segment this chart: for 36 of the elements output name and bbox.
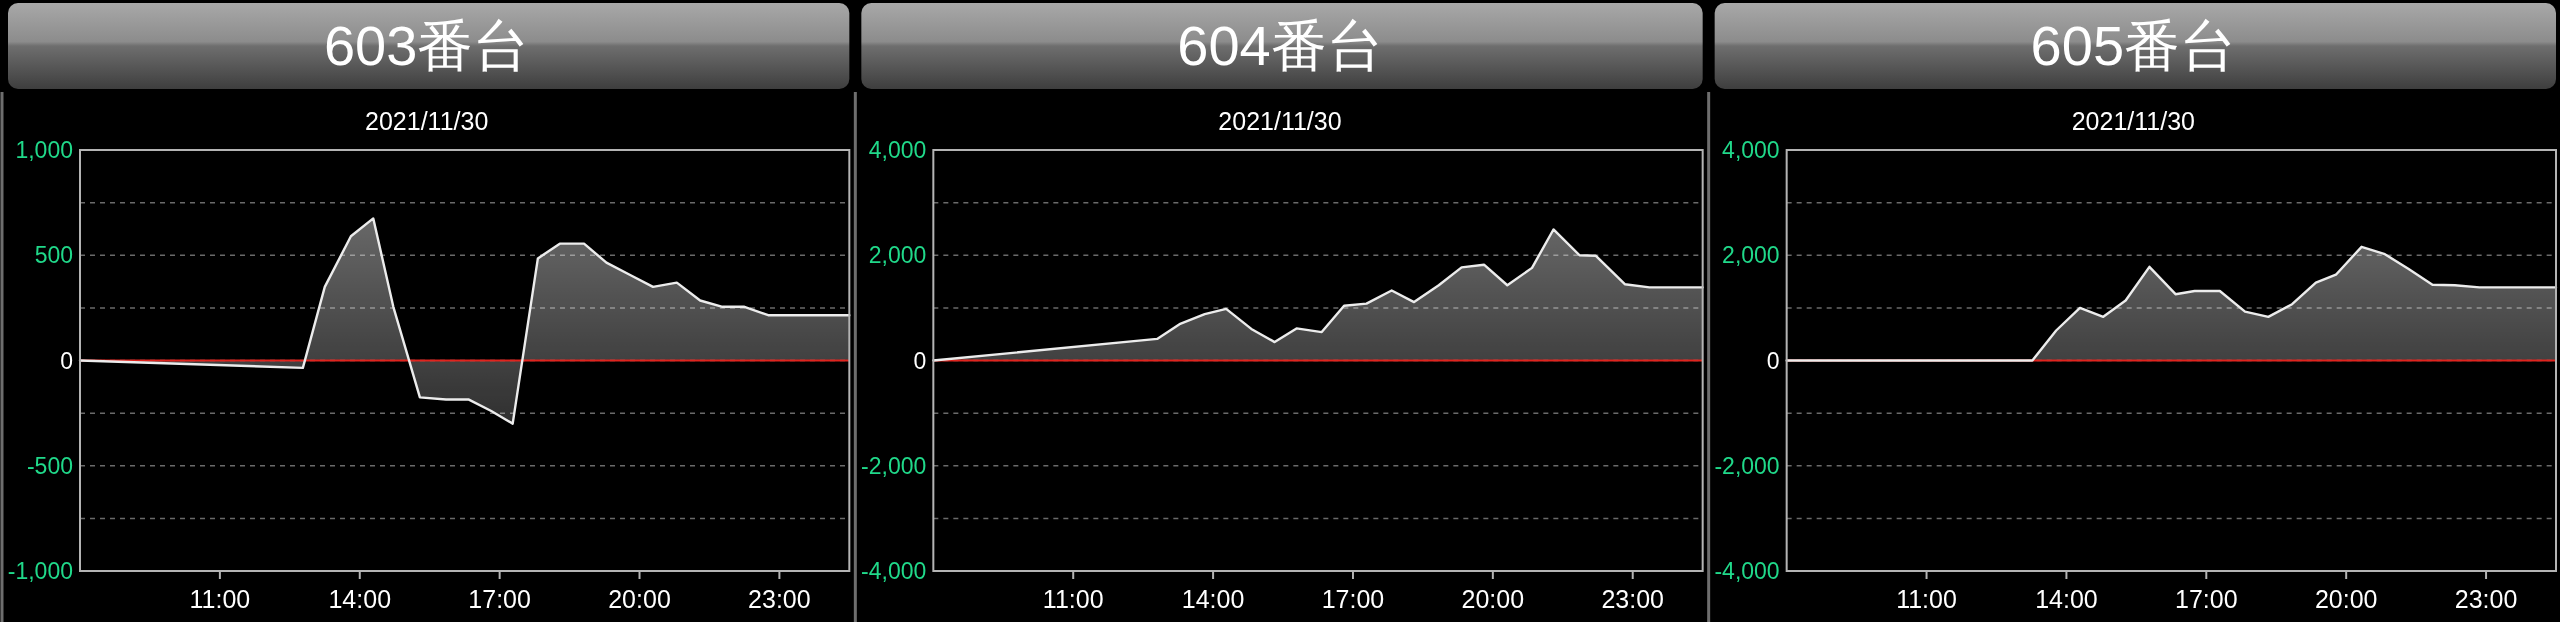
x-tick-label: 14:00 (2035, 585, 2098, 613)
x-tick-label: 20:00 (608, 585, 671, 613)
chart-title: 604番台 (1177, 14, 1383, 77)
y-tick-label: 0 (913, 347, 927, 374)
y-tick-label: -2,000 (861, 452, 927, 479)
x-tick-label: 17:00 (468, 585, 531, 613)
chart-subtitle: 2021/11/30 (365, 107, 489, 135)
y-tick-label: -4,000 (1714, 558, 1780, 585)
chart-title: 605番台 (2030, 14, 2237, 77)
x-tick-label: 11:00 (1042, 585, 1104, 613)
y-tick-label: 500 (34, 242, 73, 269)
y-tick-label: -2,000 (1714, 452, 1780, 479)
chart-title: 603番台 (323, 14, 530, 77)
x-tick-label: 14:00 (1181, 585, 1245, 613)
x-tick-label: 23:00 (1601, 585, 1665, 613)
y-tick-label: -1,000 (7, 558, 73, 585)
y-tick-label: 2,000 (868, 242, 927, 269)
y-tick-label: -4,000 (861, 558, 927, 585)
y-tick-label: 0 (60, 347, 73, 374)
y-tick-label: 4,000 (868, 137, 927, 164)
x-tick-label: 23:00 (748, 585, 811, 613)
y-tick-label: 2,000 (1722, 242, 1780, 269)
x-tick-label: 17:00 (2175, 585, 2238, 613)
x-tick-label: 11:00 (189, 585, 251, 613)
chart-subtitle: 2021/11/30 (2071, 107, 2195, 135)
y-tick-label: 1,000 (15, 137, 73, 164)
x-tick-label: 14:00 (328, 585, 392, 613)
x-tick-label: 20:00 (1461, 585, 1525, 613)
x-tick-label: 23:00 (2454, 585, 2518, 613)
y-tick-label: -500 (26, 452, 73, 479)
x-tick-label: 11:00 (1896, 585, 1957, 613)
x-tick-label: 17:00 (1321, 585, 1385, 613)
y-tick-label: 0 (1766, 347, 1780, 374)
y-tick-label: 4,000 (1722, 137, 1780, 164)
x-tick-label: 20:00 (2314, 585, 2378, 613)
chart-subtitle: 2021/11/30 (1218, 107, 1342, 135)
